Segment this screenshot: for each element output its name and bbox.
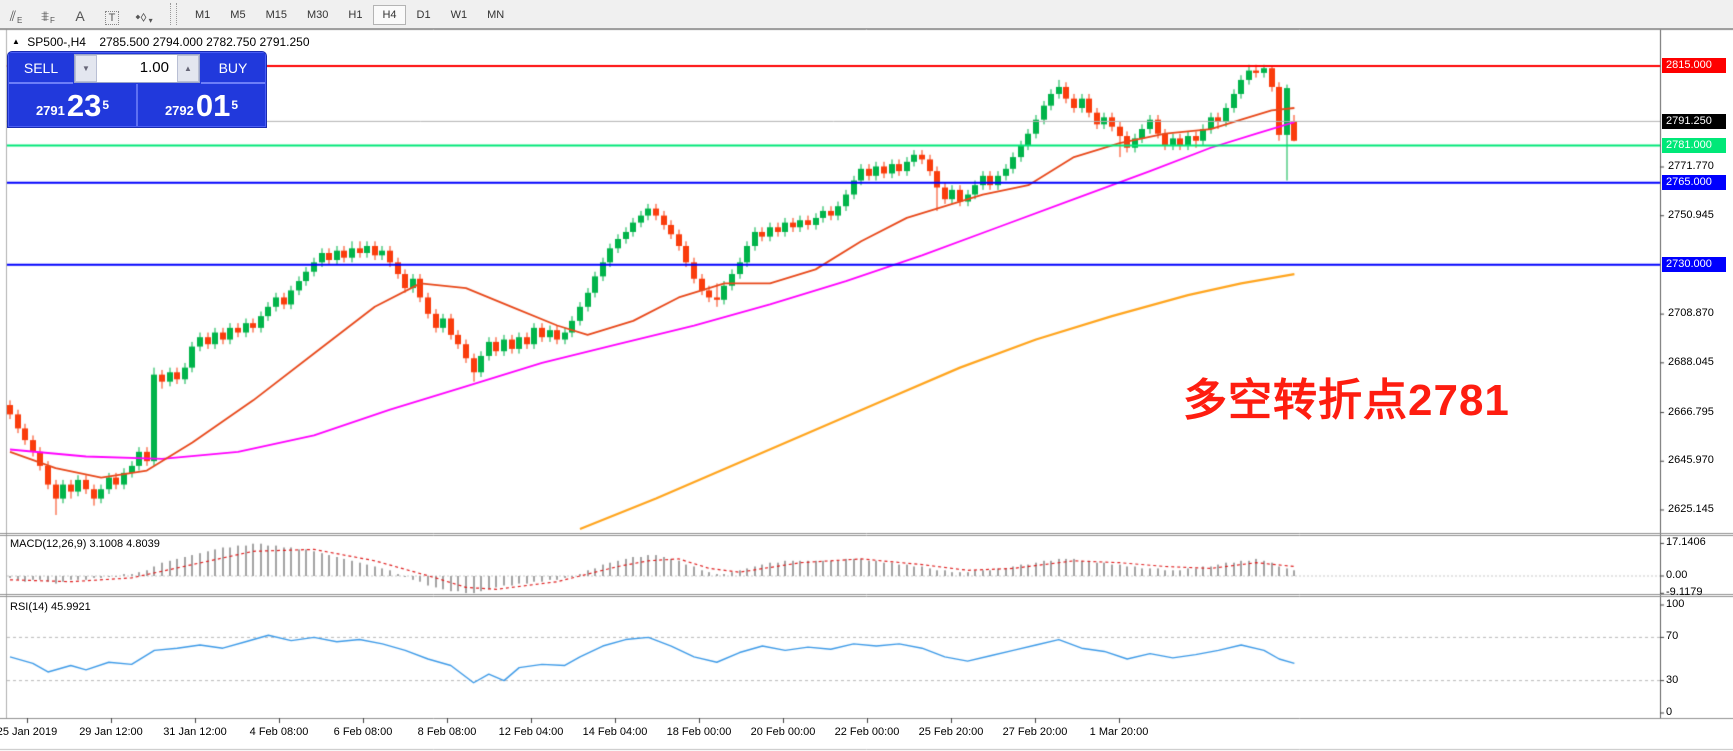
timeframe-m30-button[interactable]: M30 bbox=[306, 9, 329, 21]
sell-price-prefix: 2791 bbox=[35, 102, 65, 118]
drawing-tools: ⫽ E ⩨ F A T ⬩⬨ ▾ bbox=[0, 2, 160, 26]
price-badge-2815.000: 2815.000 bbox=[1662, 58, 1726, 74]
date-axis-label: 31 Jan 12:00 bbox=[163, 726, 227, 738]
collapse-triangle-icon[interactable]: ▲ bbox=[12, 37, 20, 46]
shapes-tool-icon[interactable]: ⬩⬨ ▾ bbox=[135, 8, 153, 25]
price-badge-2730.000: 2730.000 bbox=[1662, 257, 1726, 273]
macd-label: MACD(12,26,9) 3.1008 4.8039 bbox=[10, 538, 160, 550]
timeframe-m15-button[interactable]: M15 bbox=[265, 9, 287, 21]
timeframe-buttons: M1 M5 M15 M30 H1 H4 D1 W1 MN bbox=[185, 5, 514, 25]
volume-decrease-button[interactable]: ▼ bbox=[75, 55, 97, 82]
timeframe-mn-button[interactable]: MN bbox=[487, 9, 505, 21]
rsi-tick-label: 0 bbox=[1666, 706, 1673, 718]
timeframe-m5-button[interactable]: M5 bbox=[230, 9, 246, 21]
symbol-timeframe: SP500-,H4 bbox=[27, 35, 86, 49]
price-tick-label: 2666.795 bbox=[1668, 405, 1714, 418]
date-axis-label: 14 Feb 04:00 bbox=[582, 726, 648, 738]
ohlc-readout: 2785.500 2794.000 2782.750 2791.250 bbox=[99, 35, 310, 49]
price-tick-label: 2688.045 bbox=[1668, 355, 1714, 368]
price-badge-2765.000: 2765.000 bbox=[1662, 175, 1726, 191]
date-axis-label: 25 Jan 2019 bbox=[0, 726, 58, 738]
sell-button[interactable]: SELL bbox=[9, 53, 73, 84]
sell-price-main: 23 bbox=[66, 87, 102, 123]
volume-input[interactable]: 1.00 bbox=[139, 59, 169, 76]
price-badge-2791.250: 2791.250 bbox=[1662, 113, 1726, 129]
date-axis-label: 20 Feb 00:00 bbox=[750, 726, 816, 738]
macd-tick-label: 17.1406 bbox=[1666, 536, 1706, 549]
buy-button[interactable]: BUY bbox=[201, 53, 265, 84]
sell-price[interactable]: 2791 23 5 bbox=[9, 84, 138, 126]
date-axis-label: 6 Feb 08:00 bbox=[333, 726, 393, 738]
textbox-tool-icon[interactable]: T bbox=[99, 3, 125, 25]
buy-price-sup: 5 bbox=[231, 98, 239, 112]
timeframe-w1-button[interactable]: W1 bbox=[450, 9, 468, 21]
price-tick-label: 2708.870 bbox=[1668, 307, 1714, 320]
price-tick-label: 2625.145 bbox=[1668, 502, 1714, 515]
rsi-tick-label: 70 bbox=[1666, 630, 1679, 643]
date-axis-label: 4 Feb 08:00 bbox=[249, 726, 309, 738]
buy-price-prefix: 2792 bbox=[164, 102, 194, 118]
one-click-trading-panel: SELL ▼ 1.00 ▲ BUY 2791 23 5 2792 01 5 bbox=[8, 52, 266, 127]
timeframe-h4-button[interactable]: H4 bbox=[373, 5, 406, 25]
timeframe-m1-button[interactable]: M1 bbox=[195, 9, 211, 21]
buy-price[interactable]: 2792 01 5 bbox=[138, 84, 265, 126]
toolbar-separator bbox=[170, 3, 177, 25]
wave-tool-icon[interactable]: ⫽ E bbox=[9, 8, 23, 25]
toolbar: ⫽ E ⩨ F A T ⬩⬨ ▾ M1 M5 M15 M30 H1 H4 D1 W1 MN bbox=[0, 0, 1733, 29]
price-badge-2781.000: 2781.000 bbox=[1662, 137, 1726, 153]
volume-increase-button[interactable]: ▲ bbox=[177, 55, 199, 82]
buy-price-main: 01 bbox=[195, 87, 231, 123]
timeframe-h1-button[interactable]: H1 bbox=[348, 9, 363, 21]
date-axis-label: 25 Feb 20:00 bbox=[918, 726, 984, 738]
rsi-tick-label: 100 bbox=[1666, 598, 1685, 610]
date-axis-label: 12 Feb 04:00 bbox=[498, 726, 564, 738]
date-axis-label: 18 Feb 00:00 bbox=[666, 726, 732, 738]
timeframe-d1-button[interactable]: D1 bbox=[416, 9, 431, 21]
chart-annotation-text: 多空转折点2781 bbox=[1183, 376, 1510, 425]
date-axis-label: 8 Feb 08:00 bbox=[417, 726, 477, 738]
text-tool-icon[interactable]: A bbox=[75, 8, 85, 24]
macd-tick-label: -9.1179 bbox=[1666, 586, 1703, 599]
sell-price-sup: 5 bbox=[102, 98, 110, 112]
date-axis-label: 27 Feb 20:00 bbox=[1002, 726, 1068, 738]
chart-title: ▲ SP500-,H4 2785.500 2794.000 2782.750 2… bbox=[12, 35, 310, 49]
date-axis-label: 29 Jan 12:00 bbox=[79, 726, 143, 738]
date-axis-label: 22 Feb 00:00 bbox=[834, 726, 900, 738]
rsi-label: RSI(14) 45.9921 bbox=[10, 601, 91, 613]
date-axis-label: 1 Mar 20:00 bbox=[1089, 726, 1149, 738]
price-tick-label: 2750.945 bbox=[1668, 208, 1714, 221]
volume-spinner: ▼ 1.00 ▲ bbox=[74, 54, 200, 83]
macd-tick-label: 0.00 bbox=[1666, 569, 1688, 581]
price-tick-label: 2771.770 bbox=[1668, 160, 1714, 172]
price-tick-label: 2645.970 bbox=[1668, 454, 1714, 467]
grid-tool-icon[interactable]: ⩨ F bbox=[41, 8, 55, 25]
rsi-tick-label: 30 bbox=[1666, 673, 1679, 686]
